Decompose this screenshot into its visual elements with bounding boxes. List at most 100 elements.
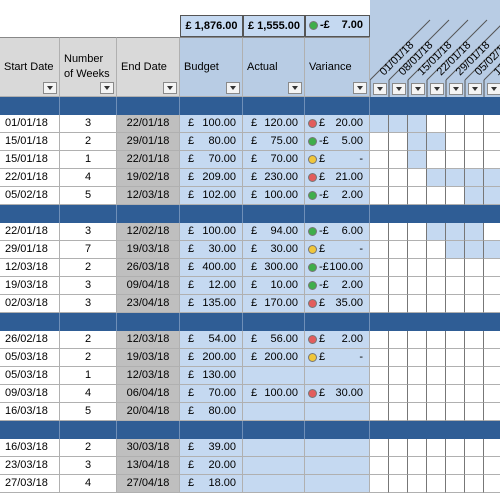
filter-button[interactable] [411, 83, 425, 95]
budget-cell: £80.00 [180, 403, 243, 421]
section-separator [0, 97, 500, 115]
weeks: 4 [84, 477, 92, 489]
filter-button[interactable] [288, 82, 302, 94]
weeks: 2 [84, 261, 92, 273]
currency-symbol: £ [251, 261, 258, 273]
actual-cell: £10.00 [243, 277, 305, 295]
budget-cell: £12.00 [180, 277, 243, 295]
gantt-cell [446, 241, 465, 259]
currency-symbol: £ [188, 189, 195, 201]
gantt-cell [408, 385, 427, 403]
actual-amount: 75.00 [270, 135, 298, 147]
start-date: 02/03/18 [5, 297, 48, 309]
end-date: 12/02/18 [126, 225, 170, 237]
weeks: 2 [84, 441, 92, 453]
actual-cell [243, 367, 305, 385]
weeks: 3 [84, 297, 92, 309]
budget-amount: 30.00 [208, 243, 236, 255]
filter-button[interactable] [226, 82, 240, 94]
budget-amount: 135.00 [202, 297, 236, 309]
separator-divider [179, 313, 180, 331]
start-date: 05/03/18 [5, 351, 48, 363]
filter-button[interactable] [100, 82, 114, 94]
actual-cell: £75.00 [243, 133, 305, 151]
gantt-cell [446, 295, 465, 313]
currency-symbol: £ [251, 279, 258, 291]
gantt-cell [370, 349, 389, 367]
start-date-cell: 19/03/18 [0, 277, 60, 295]
separator-divider [59, 97, 60, 115]
start-date-cell: 05/03/18 [0, 349, 60, 367]
gantt-cell [465, 277, 484, 295]
gantt-cell [370, 439, 389, 457]
actual-cell: £120.00 [243, 115, 305, 133]
filter-button[interactable] [430, 83, 444, 95]
actual-amount: 200.00 [264, 351, 298, 363]
gantt-cell [370, 277, 389, 295]
actual-cell: £70.00 [243, 151, 305, 169]
gantt-cell [389, 295, 408, 313]
gantt-cell [370, 241, 389, 259]
variance-sign: £ [319, 387, 326, 399]
filter-button[interactable] [487, 83, 500, 95]
end-date: 09/04/18 [126, 279, 170, 291]
budget-amount: 20.00 [208, 459, 236, 471]
filter-button[interactable] [449, 83, 463, 95]
currency-symbol: £ [188, 135, 195, 147]
budget-cell: £400.00 [180, 259, 243, 277]
start-date-cell: 02/03/18 [0, 295, 60, 313]
filter-button[interactable] [163, 82, 177, 94]
actual-cell: £200.00 [243, 349, 305, 367]
currency-symbol: £ [251, 333, 258, 345]
budget-cell: £70.00 [180, 151, 243, 169]
budget-amount: 100.00 [202, 117, 236, 129]
separator-divider [242, 313, 243, 331]
gantt-cell [408, 151, 427, 169]
diagonal-line [483, 63, 500, 81]
gantt-cell [465, 187, 484, 205]
total-variance: -£ 7.00 [305, 15, 370, 37]
start-date: 27/03/18 [5, 477, 48, 489]
weeks-cell: 3 [60, 295, 117, 313]
budget-cell: £39.00 [180, 439, 243, 457]
filter-button[interactable] [353, 82, 367, 94]
gantt-cell [389, 349, 408, 367]
weeks-cell: 2 [60, 259, 117, 277]
budget-cell: £80.00 [180, 133, 243, 151]
filter-button[interactable] [373, 83, 387, 95]
gantt-cell [427, 187, 446, 205]
gantt-cell [446, 349, 465, 367]
gantt-cell [370, 169, 389, 187]
column-header: End Date [117, 37, 180, 97]
filter-button[interactable] [468, 83, 482, 95]
weeks-cell: 2 [60, 439, 117, 457]
gantt-cell [408, 331, 427, 349]
end-date-cell: 22/01/18 [117, 151, 180, 169]
end-date: 30/03/18 [126, 441, 170, 453]
gantt-cell [446, 187, 465, 205]
separator-divider [369, 205, 370, 223]
gantt-cell [427, 367, 446, 385]
budget-cell: £100.00 [180, 115, 243, 133]
gantt-cell [427, 385, 446, 403]
filter-button[interactable] [43, 82, 57, 94]
budget-amount: 130.00 [202, 369, 236, 381]
gantt-cell [446, 259, 465, 277]
budget-amount: 200.00 [202, 351, 236, 363]
variance-sign: £ [319, 297, 326, 309]
variance-amount: 30.00 [335, 387, 363, 399]
gantt-cell [389, 475, 408, 493]
actual-cell: £170.00 [243, 295, 305, 313]
actual-cell: £30.00 [243, 241, 305, 259]
currency-symbol: £ [188, 387, 195, 399]
currency-symbol: £ [188, 405, 195, 417]
filter-button[interactable] [392, 83, 406, 95]
gantt-cell [484, 169, 500, 187]
gantt-cell [446, 439, 465, 457]
status-dot [308, 119, 317, 128]
separator-divider [369, 97, 370, 115]
gantt-cell [408, 475, 427, 493]
end-date: 22/01/18 [126, 153, 170, 165]
status-dot [308, 353, 317, 362]
variance-amount: 100.00 [329, 261, 363, 273]
